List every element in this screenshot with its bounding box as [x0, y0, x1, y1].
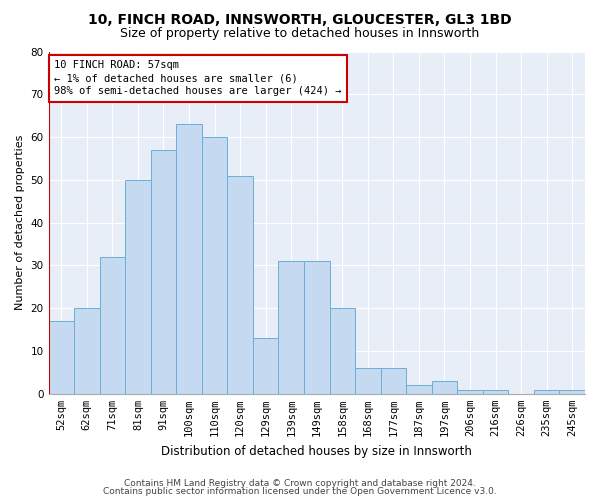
Bar: [176, 124, 202, 394]
Text: Contains public sector information licensed under the Open Government Licence v3: Contains public sector information licen…: [103, 487, 497, 496]
Bar: [253, 338, 278, 394]
Text: Contains HM Land Registry data © Crown copyright and database right 2024.: Contains HM Land Registry data © Crown c…: [124, 478, 476, 488]
Bar: [125, 180, 151, 394]
Text: 10 FINCH ROAD: 57sqm
← 1% of detached houses are smaller (6)
98% of semi-detache: 10 FINCH ROAD: 57sqm ← 1% of detached ho…: [54, 60, 341, 96]
Bar: [406, 385, 432, 394]
Bar: [49, 321, 74, 394]
Bar: [329, 308, 355, 394]
Bar: [559, 390, 585, 394]
Bar: [534, 390, 559, 394]
Bar: [457, 390, 483, 394]
Bar: [483, 390, 508, 394]
Text: Size of property relative to detached houses in Innsworth: Size of property relative to detached ho…: [121, 28, 479, 40]
Bar: [278, 261, 304, 394]
Bar: [227, 176, 253, 394]
Y-axis label: Number of detached properties: Number of detached properties: [15, 135, 25, 310]
X-axis label: Distribution of detached houses by size in Innsworth: Distribution of detached houses by size …: [161, 444, 472, 458]
Bar: [202, 137, 227, 394]
Bar: [355, 368, 380, 394]
Bar: [304, 261, 329, 394]
Bar: [74, 308, 100, 394]
Bar: [151, 150, 176, 394]
Bar: [380, 368, 406, 394]
Bar: [432, 381, 457, 394]
Bar: [100, 257, 125, 394]
Text: 10, FINCH ROAD, INNSWORTH, GLOUCESTER, GL3 1BD: 10, FINCH ROAD, INNSWORTH, GLOUCESTER, G…: [88, 12, 512, 26]
